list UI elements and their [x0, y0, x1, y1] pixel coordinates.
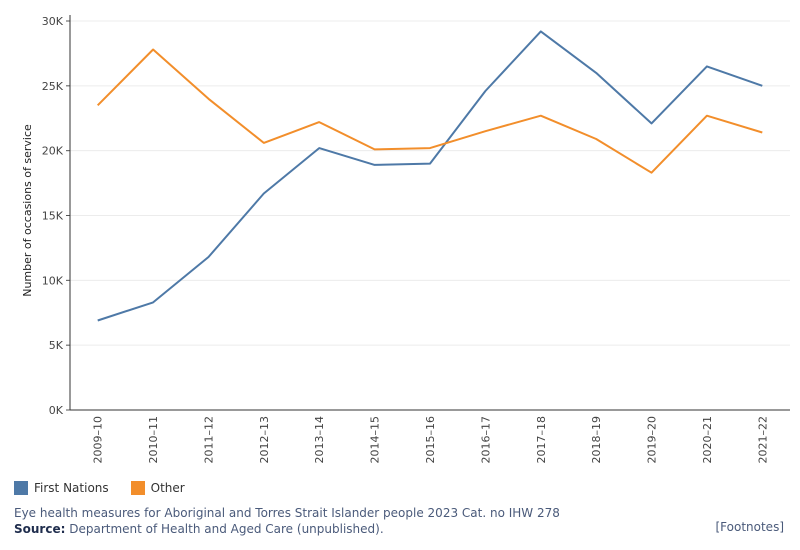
legend-swatch-other [130, 481, 145, 495]
y-tick-label: 15K [42, 210, 64, 223]
footnotes-link[interactable]: [Footnotes] [715, 520, 784, 534]
y-tick-label: 30K [42, 15, 64, 28]
y-tick-label: 10K [42, 274, 64, 287]
legend-label-first-nations: First Nations [34, 481, 109, 495]
x-tick-label: 2012–13 [258, 416, 271, 464]
x-tick-label: 2019–20 [646, 416, 659, 464]
y-tick-label: 5K [49, 339, 64, 352]
y-axis-label: Number of occasions of service [21, 124, 34, 297]
line-chart: 0K 5K 10K 15K 20K 25K 30K Number of occasions o… [21, 15, 790, 464]
x-tick-label: 2017–18 [535, 416, 548, 464]
y-tick-label: 0K [49, 404, 64, 417]
source-line: Source: Department of Health and Aged Ca… [14, 521, 560, 537]
series-line-first-nations [97, 30, 763, 322]
citation-text: Eye health measures for Aboriginal and T… [14, 506, 560, 520]
chart-legend: First Nations Other [14, 481, 207, 495]
x-tick-label: 2014–15 [369, 416, 382, 464]
source-label: Source: [14, 522, 66, 536]
x-tick-label: 2016–17 [479, 416, 492, 464]
x-tick-label: 2015–16 [424, 416, 437, 464]
x-tick-label: 2009–10 [92, 416, 105, 464]
legend-item-first-nations[interactable]: First Nations [14, 481, 109, 495]
legend-label-other: Other [150, 481, 185, 495]
x-tick-label: 2013–14 [313, 416, 326, 464]
x-tick-label: 2018–19 [590, 416, 603, 464]
chart-footer: Eye health measures for Aboriginal and T… [14, 505, 560, 537]
legend-swatch-first-nations [14, 481, 28, 495]
x-tick-label: 2020–21 [701, 416, 714, 464]
legend-item-other[interactable]: Other [130, 481, 185, 495]
y-tick-label: 25K [42, 80, 64, 93]
x-tick-label: 2011–12 [202, 416, 215, 464]
series-line-other [96, 48, 763, 174]
source-text: Department of Health and Aged Care (unpu… [65, 522, 384, 536]
x-tick-label: 2010–11 [147, 416, 160, 464]
y-tick-label: 20K [42, 145, 64, 158]
x-tick-label: 2021–22 [756, 416, 769, 464]
